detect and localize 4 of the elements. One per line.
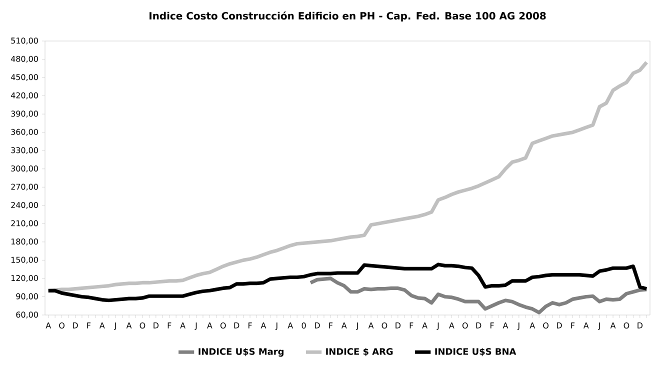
legend-label: INDICE $ ARG [326, 348, 393, 356]
legend-label: INDICE U$S Marg [198, 348, 284, 357]
legend-label: INDICE U$S BNA [435, 348, 516, 356]
chart-title: Indice Costo Construcción Edificio en PH - Cap. Fed. Base 100 AG 2008 [150, 11, 546, 22]
